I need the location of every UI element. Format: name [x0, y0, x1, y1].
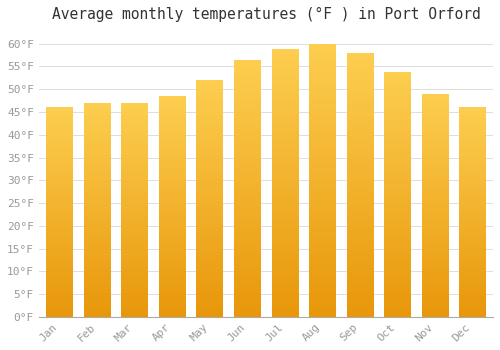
Bar: [460, 107, 485, 317]
Title: Average monthly temperatures (°F ) in Port Orford: Average monthly temperatures (°F ) in Po…: [52, 7, 480, 22]
Bar: [309, 45, 336, 317]
Bar: [122, 104, 148, 317]
Bar: [84, 103, 110, 317]
Bar: [422, 95, 448, 317]
Bar: [159, 96, 185, 317]
Bar: [234, 61, 260, 317]
Bar: [46, 107, 72, 317]
Bar: [346, 53, 373, 317]
Bar: [196, 80, 223, 317]
Bar: [272, 49, 298, 317]
Bar: [384, 72, 410, 317]
